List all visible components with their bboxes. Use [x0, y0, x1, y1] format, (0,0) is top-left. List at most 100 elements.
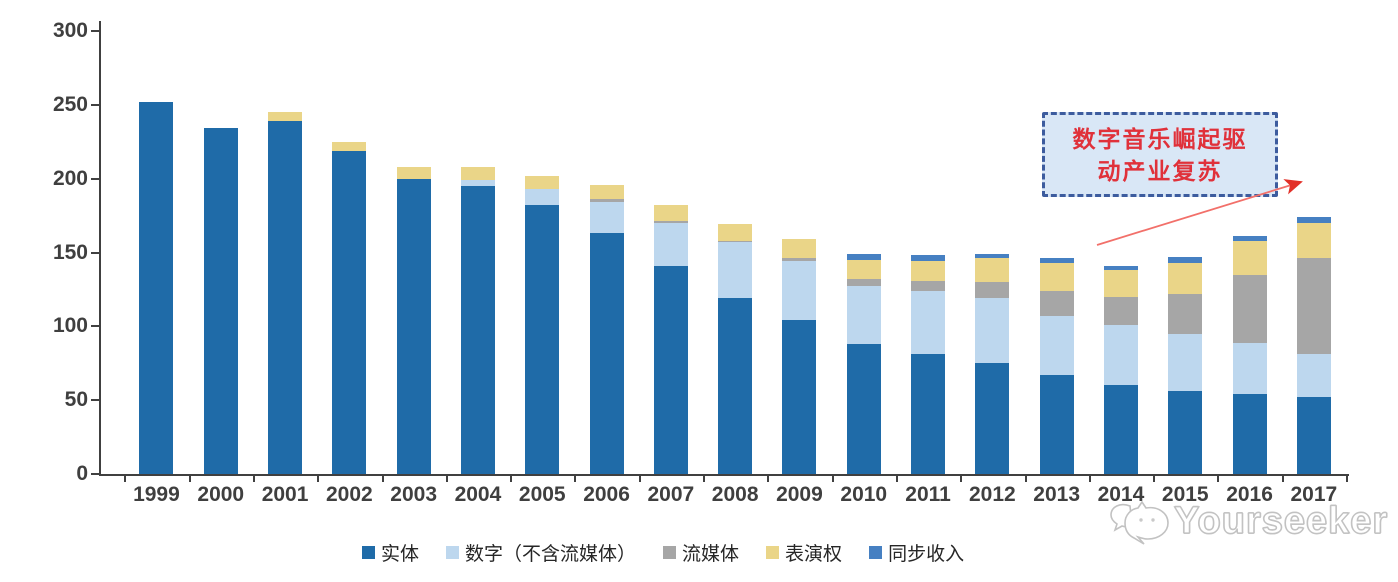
- x-axis-tick: [767, 474, 770, 482]
- bar-segment-同步收入: [1232, 236, 1267, 241]
- legend-label: 表演权: [785, 544, 843, 565]
- bar-segment-表演权: [911, 261, 946, 281]
- x-axis-label: 2005: [518, 483, 566, 506]
- bar-segment-表演权: [589, 184, 624, 200]
- y-axis-tick: [91, 399, 100, 402]
- bar-segment-表演权: [1103, 270, 1138, 297]
- y-axis-label: 100: [52, 314, 88, 338]
- annotation-box: 数字音乐崛起驱 动产业复苏: [1042, 112, 1278, 197]
- bar-segment-同步收入: [911, 255, 946, 262]
- x-axis-label: 2013: [1033, 483, 1080, 506]
- annotation-text-line1: 数字音乐崛起驱: [1072, 125, 1248, 152]
- bar-segment-表演权: [653, 205, 688, 222]
- bar-segment-流媒体: [846, 279, 881, 287]
- bar-segment-实体: [1168, 391, 1203, 474]
- x-axis-tick: [831, 474, 834, 482]
- bar-segment-数字（不含流媒体）: [1296, 354, 1331, 398]
- x-axis-tick: [638, 474, 641, 482]
- bar-segment-表演权: [1296, 222, 1331, 259]
- x-axis-tick: [188, 474, 191, 482]
- x-axis-tick: [124, 474, 127, 482]
- legend-label: 实体: [381, 544, 420, 565]
- y-axis-tick: [91, 30, 100, 32]
- y-axis-tick: [91, 251, 100, 254]
- bar-segment-实体: [782, 320, 817, 474]
- bar-segment-实体: [525, 205, 560, 474]
- y-axis-tick: [91, 325, 100, 328]
- x-axis-label: 2016: [1226, 483, 1273, 506]
- legend-item: 同步收入: [869, 539, 964, 566]
- bar-segment-流媒体: [1168, 293, 1203, 334]
- bar-segment-数字（不含流媒体）: [1232, 342, 1267, 395]
- y-axis-tick: [91, 473, 100, 475]
- x-axis-line: [99, 474, 1349, 476]
- chart-legend: 实体 数字（不含流媒体） 流媒体 表演权 同步收入: [362, 539, 964, 566]
- annotation-text-line2: 动产业复苏: [1097, 157, 1223, 184]
- x-axis-tick: [1024, 474, 1027, 482]
- yourseeker-logo-icon: [1110, 500, 1169, 545]
- bar-segment-表演权: [525, 175, 560, 189]
- y-axis-label: 150: [52, 240, 88, 264]
- legend-label: 流媒体: [682, 544, 740, 565]
- bar-segment-实体: [975, 363, 1010, 474]
- bar-segment-数字（不含流媒体）: [782, 261, 817, 321]
- x-axis-tick: [445, 474, 448, 482]
- legend-item: 实体: [362, 539, 419, 566]
- watermark: Yourseeker: [1108, 496, 1388, 546]
- x-axis-tick: [703, 474, 705, 482]
- bar-segment-数字（不含流媒体）: [846, 286, 881, 345]
- x-axis-tick: [1217, 474, 1220, 482]
- bar-segment-表演权: [846, 259, 881, 280]
- x-axis-label: 2015: [1161, 483, 1209, 506]
- bar-segment-同步收入: [846, 253, 881, 260]
- x-axis-label: 2012: [968, 483, 1016, 506]
- x-axis-label: 1999: [133, 483, 180, 506]
- bar-segment-数字（不含流媒体）: [1039, 315, 1074, 376]
- x-axis-label: 2007: [647, 483, 695, 506]
- x-axis-label: 2002: [325, 483, 373, 506]
- bar-segment-实体: [139, 101, 174, 474]
- legend-swatch-icon: [362, 546, 375, 559]
- y-axis-tick: [91, 103, 100, 106]
- bar-segment-同步收入: [1039, 258, 1074, 263]
- x-axis-tick: [1346, 474, 1348, 482]
- bar-segment-表演权: [396, 166, 431, 179]
- y-axis-label: 50: [64, 388, 88, 412]
- bar-segment-同步收入: [1168, 256, 1203, 263]
- legend-swatch-icon: [766, 546, 780, 559]
- bar-segment-同步收入: [1103, 265, 1138, 271]
- bar-segment-表演权: [332, 141, 367, 151]
- bar-segment-流媒体: [1296, 258, 1331, 355]
- bar-segment-表演权: [1039, 262, 1074, 291]
- x-axis-tick: [381, 474, 384, 482]
- bar-segment-流媒体: [782, 258, 817, 262]
- x-axis-tick: [1153, 474, 1156, 482]
- x-axis-tick: [252, 474, 255, 482]
- bar-segment-数字（不含流媒体）: [653, 222, 688, 266]
- x-axis-tick: [1088, 474, 1091, 482]
- bar-segment-表演权: [975, 258, 1010, 283]
- legend-swatch-icon: [869, 546, 883, 559]
- bar-segment-表演权: [1232, 240, 1267, 275]
- bar-segment-流媒体: [911, 280, 946, 291]
- bar-segment-流媒体: [589, 199, 624, 203]
- bar-segment-实体: [1039, 375, 1074, 474]
- legend-item: 表演权: [766, 539, 842, 566]
- y-axis-label: 250: [52, 92, 88, 116]
- bar-segment-实体: [396, 178, 431, 474]
- legend-item: 数字（不含流媒体）: [446, 539, 636, 566]
- bar-segment-表演权: [1168, 262, 1203, 294]
- x-axis-tick: [895, 474, 898, 482]
- x-axis-tick: [960, 474, 963, 482]
- bar-segment-同步收入: [975, 253, 1010, 259]
- bar-segment-实体: [1103, 385, 1138, 474]
- bar-segment-实体: [460, 186, 495, 474]
- y-axis-label: 0: [76, 462, 88, 485]
- bar-segment-实体: [332, 150, 367, 474]
- bar-segment-流媒体: [1039, 290, 1074, 316]
- x-axis-tick: [317, 474, 320, 482]
- watermark-text: Yourseeker: [1173, 499, 1389, 542]
- legend-label: 数字（不含流媒体）: [465, 544, 637, 565]
- bar-segment-流媒体: [653, 221, 688, 223]
